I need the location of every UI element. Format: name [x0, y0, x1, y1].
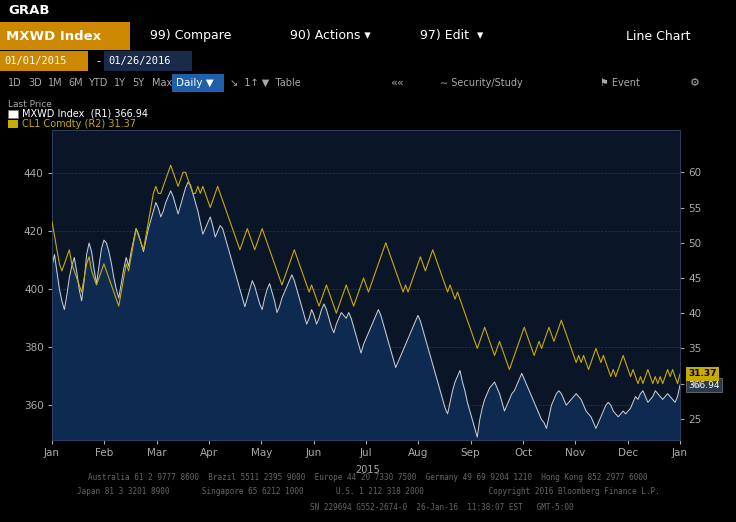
Text: 5Y: 5Y	[132, 78, 144, 88]
Text: 1D: 1D	[8, 78, 22, 88]
Text: 90) Actions ▾: 90) Actions ▾	[290, 30, 371, 42]
Bar	[172, 74, 224, 92]
Text: MXWD Index  (R1) 366.94: MXWD Index (R1) 366.94	[22, 109, 148, 119]
Text: MXWD Index: MXWD Index	[6, 30, 101, 42]
Text: 2015: 2015	[355, 465, 380, 475]
Text: -: -	[96, 56, 100, 66]
Text: CL1 Comdty (R2) 31.37: CL1 Comdty (R2) 31.37	[22, 119, 136, 129]
Text: 1Y: 1Y	[114, 78, 126, 88]
Text: 3D: 3D	[28, 78, 42, 88]
Text: 97) Edit  ▾: 97) Edit ▾	[420, 30, 484, 42]
Text: ««: ««	[390, 78, 404, 88]
Bar	[8, 110, 18, 118]
Text: ↘  1↑ ▼  Table: ↘ 1↑ ▼ Table	[230, 78, 301, 88]
Text: ⚙: ⚙	[690, 78, 700, 88]
Text: 01/01/2015: 01/01/2015	[4, 56, 66, 66]
Text: 6M: 6M	[68, 78, 82, 88]
Text: Australia 61 2 9777 8600  Brazil 5511 2395 9000  Europe 44 20 7330 7500  Germany: Australia 61 2 9777 8600 Brazil 5511 239…	[88, 472, 648, 481]
Text: 366.94: 366.94	[688, 381, 720, 389]
Text: Line Chart: Line Chart	[626, 30, 690, 42]
Bar	[0, 51, 88, 71]
Text: ∼ Security/Study: ∼ Security/Study	[440, 78, 523, 88]
Text: Daily ▼: Daily ▼	[176, 78, 213, 88]
Text: 01/26/2016: 01/26/2016	[108, 56, 171, 66]
Bar	[104, 51, 192, 71]
Text: SN 229694 G552-2674-0  26-Jan-16  11:38:07 EST   GMT-5:00: SN 229694 G552-2674-0 26-Jan-16 11:38:07…	[162, 503, 574, 512]
Text: ⚑ Event: ⚑ Event	[600, 78, 640, 88]
Text: YTD: YTD	[88, 78, 107, 88]
Text: GRAB: GRAB	[8, 5, 49, 18]
Bar	[0, 22, 130, 50]
Text: Max: Max	[152, 78, 172, 88]
Text: 99) Compare: 99) Compare	[150, 30, 231, 42]
Text: Japan 81 3 3201 8900       Singapore 65 6212 1000       U.S. 1 212 318 2000     : Japan 81 3 3201 8900 Singapore 65 6212 1…	[77, 488, 659, 496]
Text: 1M: 1M	[48, 78, 63, 88]
Text: 31.37: 31.37	[688, 370, 717, 378]
Bar	[8, 120, 18, 128]
Text: Last Price: Last Price	[8, 100, 52, 109]
